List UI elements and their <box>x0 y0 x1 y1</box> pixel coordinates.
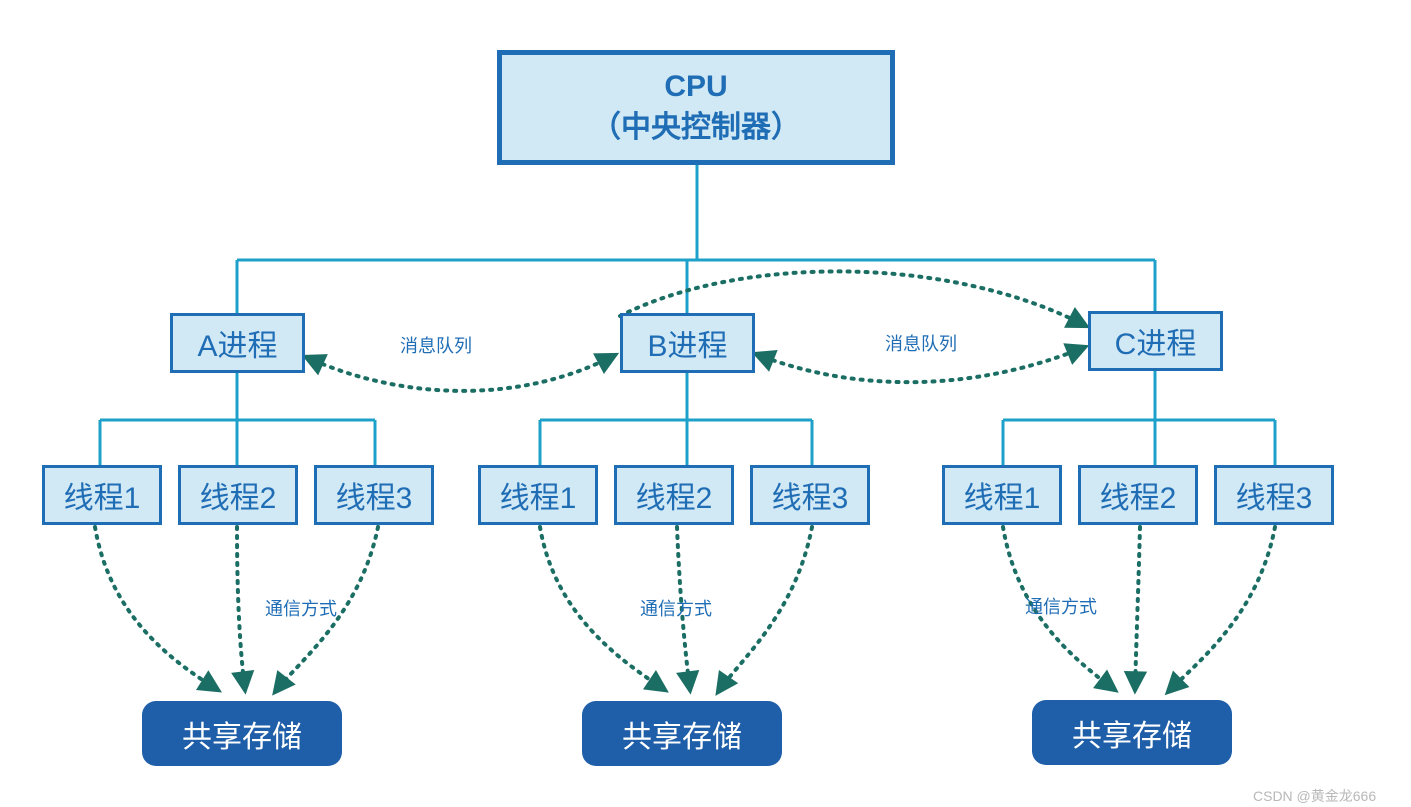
label-cm1: 通信方式 <box>265 595 337 621</box>
cpu-subtitle: （中央控制器） <box>591 108 801 149</box>
storage-node-1: 共享存储 <box>142 701 342 766</box>
process-node-C: C进程 <box>1088 311 1223 371</box>
thread-node-A-2: 线程2 <box>178 465 298 525</box>
thread-node-C-1: 线程1 <box>942 465 1062 525</box>
thread-node-A-1: 线程1 <box>42 465 162 525</box>
thread-node-C-3: 线程3 <box>1214 465 1334 525</box>
label-mq1: 消息队列 <box>400 332 472 358</box>
process-node-A: A进程 <box>170 313 305 373</box>
thread-node-B-2: 线程2 <box>614 465 734 525</box>
label-mq2: 消息队列 <box>885 330 957 356</box>
thread-node-B-3: 线程3 <box>750 465 870 525</box>
storage-node-2: 共享存储 <box>582 701 782 766</box>
storage-node-3: 共享存储 <box>1032 700 1232 765</box>
thread-node-B-1: 线程1 <box>478 465 598 525</box>
thread-node-A-3: 线程3 <box>314 465 434 525</box>
watermark: CSDN @黄金龙666 <box>1253 786 1376 806</box>
process-node-B: B进程 <box>620 313 755 373</box>
cpu-title: CPU <box>591 67 801 108</box>
cpu-node: CPU （中央控制器） <box>497 50 895 165</box>
label-cm2: 通信方式 <box>640 595 712 621</box>
label-cm3: 通信方式 <box>1025 593 1097 619</box>
thread-node-C-2: 线程2 <box>1078 465 1198 525</box>
